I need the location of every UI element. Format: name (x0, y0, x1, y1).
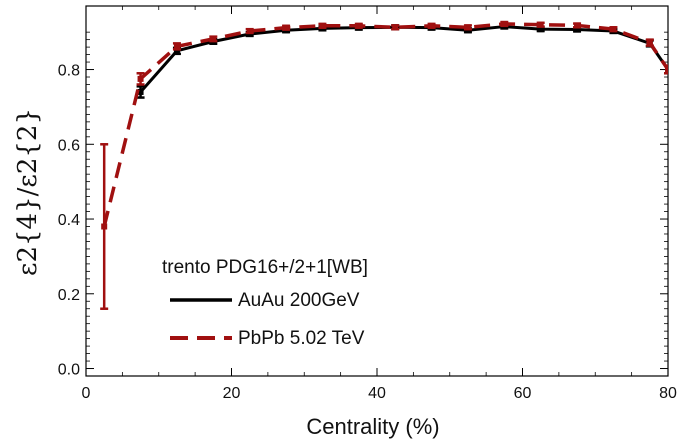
data-point (665, 66, 668, 73)
y-tick-label: 0.6 (58, 137, 80, 154)
data-point (646, 39, 653, 46)
x-tick-label: 0 (82, 385, 91, 402)
data-point (574, 22, 581, 29)
series-layer (100, 20, 668, 310)
y-tick-label: 0.8 (58, 63, 80, 80)
data-point (428, 22, 435, 29)
data-point (501, 20, 508, 27)
plot-border (85, 5, 669, 377)
data-point (537, 21, 544, 28)
data-point (574, 26, 581, 33)
x-tick-label: 20 (223, 385, 241, 402)
data-point (283, 24, 290, 31)
series-line-1 (102, 22, 668, 227)
data-point (355, 22, 362, 29)
data-point (464, 24, 471, 31)
x-tick-label: 80 (659, 385, 677, 402)
data-point (137, 88, 144, 95)
legend-title: trento PDG16+/2+1[WB] (162, 257, 368, 278)
axis-ticks: 0 20 40 60 80 0.0 0.2 0.4 0.6 0.8 (58, 6, 677, 402)
data-point (173, 47, 180, 54)
series-line-0 (139, 25, 668, 93)
data-point (210, 35, 217, 42)
data-point (246, 28, 253, 35)
plot-frame (85, 5, 669, 377)
y-tick-label: 0.2 (58, 287, 80, 304)
data-point (392, 24, 399, 31)
legend-label-pbpb: PbPb 5.02 TeV (238, 328, 365, 349)
data-point (610, 26, 617, 33)
legend-label-auau: AuAu 200GeV (238, 290, 360, 311)
series-group (100, 20, 668, 310)
y-tick-label: 0.4 (58, 212, 80, 229)
y-axis-label: ε2{4}/ε2{2} (13, 108, 43, 276)
legend: trento PDG16+/2+1[WB] AuAu 200GeV PbPb 5… (162, 257, 368, 349)
data-point (173, 43, 180, 50)
data-point (137, 75, 144, 82)
x-axis-label: Centrality (%) (306, 414, 439, 439)
data-point (101, 223, 108, 230)
data-point (319, 22, 326, 29)
y-tick-label: 0.0 (58, 362, 80, 379)
x-tick-label: 60 (514, 385, 532, 402)
data-point (537, 26, 544, 33)
x-tick-label: 40 (368, 385, 386, 402)
